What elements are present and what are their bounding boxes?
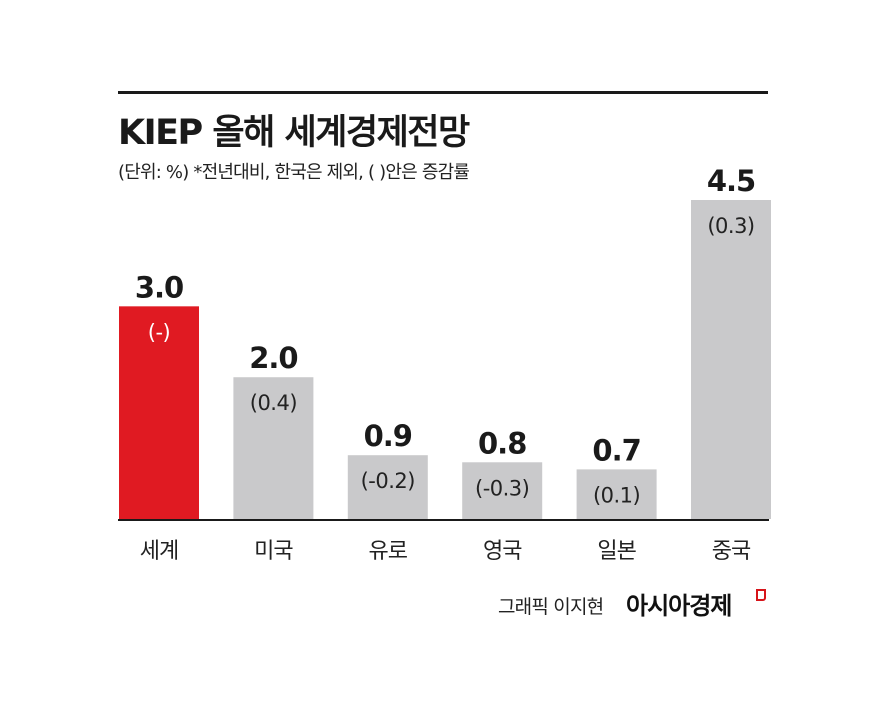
category-label: 중국 bbox=[712, 539, 751, 564]
change-label: (0.1) bbox=[593, 483, 640, 507]
value-label: 2.0 bbox=[249, 341, 297, 375]
bar bbox=[691, 200, 771, 519]
bar bbox=[347, 455, 428, 519]
chart-subtitle: (단위: %) *전년대비, 한국은 제외, ( )안은 증감률 bbox=[118, 162, 470, 183]
publisher-logo: 아시아경제 bbox=[626, 592, 732, 620]
bar bbox=[233, 377, 314, 519]
value-label: 4.5 bbox=[707, 164, 755, 198]
top-rule bbox=[118, 91, 768, 94]
bar bbox=[576, 469, 657, 519]
value-label: 3.0 bbox=[135, 270, 183, 304]
change-label: (-0.2) bbox=[361, 469, 415, 493]
category-label: 미국 bbox=[254, 539, 293, 564]
logo-mark-icon bbox=[756, 589, 766, 601]
graphic-credit: 그래픽 이지현 bbox=[498, 596, 604, 618]
bar bbox=[462, 462, 543, 519]
change-label: (-) bbox=[148, 320, 170, 344]
change-label: (-0.3) bbox=[475, 476, 529, 500]
category-label: 유로 bbox=[369, 539, 408, 564]
change-label: (0.3) bbox=[707, 214, 754, 238]
value-label: 0.8 bbox=[478, 426, 526, 460]
chart-title: KIEP 올해 세계경제전망 bbox=[118, 113, 470, 153]
category-label: 영국 bbox=[483, 539, 522, 564]
category-label: 일본 bbox=[597, 539, 636, 564]
bar bbox=[119, 306, 199, 519]
category-label: 세계 bbox=[140, 539, 178, 564]
change-label: (0.4) bbox=[250, 391, 297, 415]
value-label: 0.9 bbox=[364, 419, 412, 453]
value-label: 0.7 bbox=[592, 433, 640, 467]
